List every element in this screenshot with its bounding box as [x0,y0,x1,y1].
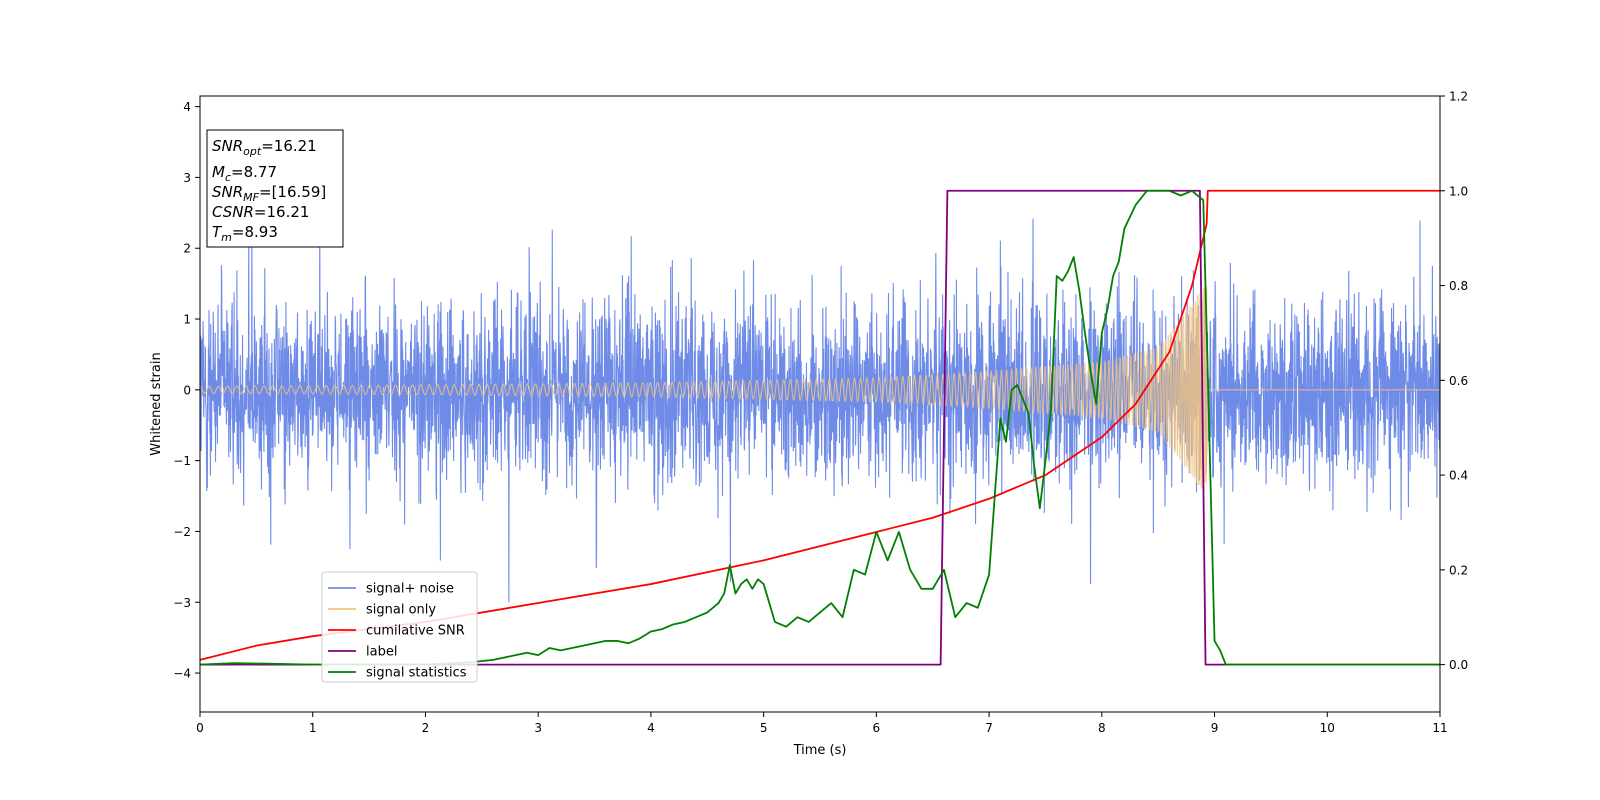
legend-label: label [366,645,397,660]
x-tick-label: 3 [534,721,542,735]
legend-frame [321,571,478,683]
y-axis-left: −4 −3 −2 −1 0 1 2 3 4 [173,100,200,681]
y-left-tick-label: 1 [183,313,191,327]
x-tick-label: 4 [647,721,655,735]
x-axis: 0 1 2 3 4 5 6 7 8 9 10 11 [196,712,1448,735]
x-tick-label: 6 [873,721,881,735]
x-tick-label: 2 [422,721,430,735]
y-right-tick-label: 0.6 [1449,374,1468,388]
series-signal-noise-line [199,195,1441,603]
y-left-tick-label: 4 [183,100,191,114]
x-tick-label: 10 [1320,721,1335,735]
y-left-tick-label: −4 [173,667,191,681]
legend-label: signal+ noise [366,582,454,597]
legend-label: signal only [366,603,436,618]
y-left-tick-label: −3 [173,596,191,610]
y-right-tick-label: 0.0 [1449,658,1468,672]
y-right-tick-label: 1.0 [1449,184,1468,198]
annotation-box-frame [206,129,344,248]
y-right-tick-label: 0.2 [1449,563,1468,577]
annotation-box: SNRopt=16.21 Mc=8.77SNRMF=[16.59]CSNR=16.… [206,129,344,248]
legend-label: cumilative SNR [366,624,465,639]
x-tick-label: 9 [1211,721,1219,735]
legend-label: signal statistics [366,666,467,681]
y-left-tick-label: −1 [173,454,191,468]
annotation-line: SNRopt=16.21 [212,137,317,158]
y-right-tick-label: 0.8 [1449,279,1468,293]
x-tick-label: 8 [1098,721,1106,735]
y-axis-label: Whitened strain [149,352,164,455]
annotation-line: SNRMF=[16.59] [212,183,326,204]
y-right-tick-label: 0.4 [1449,469,1468,483]
y-left-tick-label: 0 [183,383,191,397]
y-axis-right: 0.0 0.2 0.4 0.6 0.8 1.0 1.2 [1440,90,1468,672]
y-left-tick-label: 3 [183,171,191,185]
y-left-tick-label: 2 [183,242,191,256]
x-tick-label: 5 [760,721,768,735]
annotation-line: Tm=8.93 [212,223,278,244]
legend: signal+ noise signal only cumilative SNR la… [321,571,478,683]
x-tick-label: 1 [309,721,317,735]
series-signal-only-line [199,286,1440,493]
x-tick-label: 0 [196,721,204,735]
x-tick-label: 11 [1432,721,1447,735]
annotation-line: CSNR=16.21 [212,203,309,221]
series-signal-statistics-line [199,189,1440,666]
plot-frame [199,95,1441,713]
x-axis-label: Time (s) [793,743,847,758]
y-left-tick-label: −2 [173,525,191,539]
annotation-line: Mc=8.77 [212,163,277,184]
x-tick-label: 7 [985,721,993,735]
y-right-tick-label: 1.2 [1449,90,1468,104]
